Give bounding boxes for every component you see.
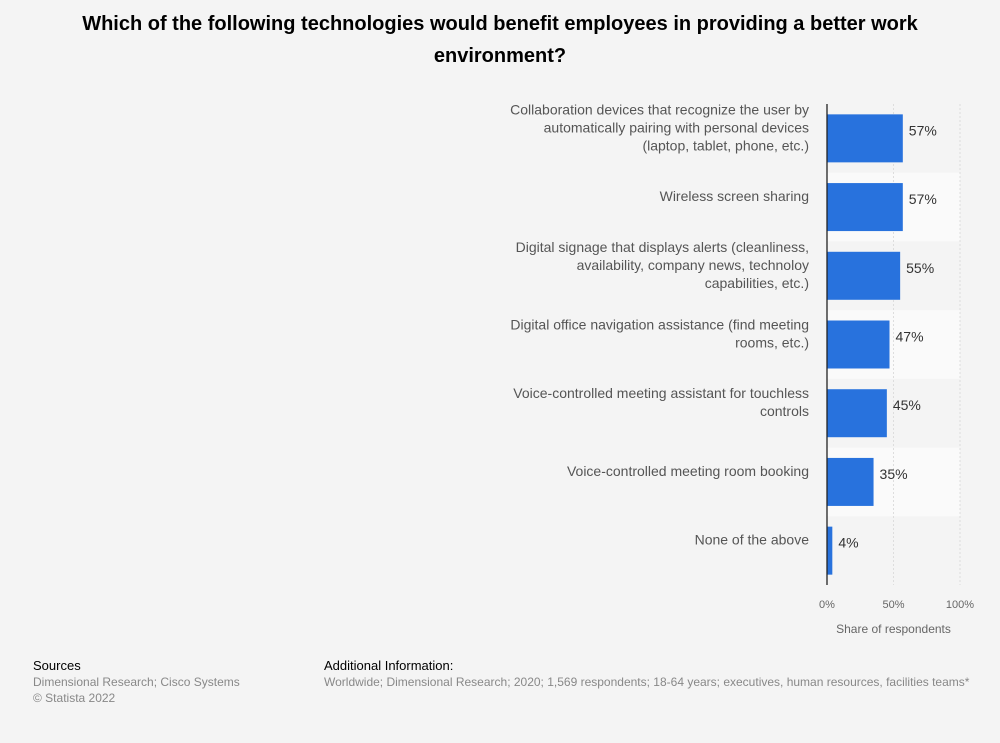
category-label: Wireless screen sharing [660,188,809,204]
additional-info-heading: Additional Information: [324,658,454,673]
category-label: Collaboration devices that recognize the… [510,101,809,153]
category-label-line: Voice-controlled meeting assistant for t… [513,385,809,401]
category-label: Digital office navigation assistance (fi… [510,317,809,351]
category-label-line: automatically pairing with personal devi… [544,119,809,135]
category-label: Voice-controlled meeting assistant for t… [513,385,809,419]
category-label-line: capabilities, etc.) [705,275,809,291]
value-label: 55% [906,260,934,276]
category-label: Digital signage that displays alerts (cl… [516,239,809,291]
bar [827,320,890,369]
bar [827,457,874,506]
bar [827,114,903,163]
category-label: None of the above [695,532,810,548]
x-axis-title: Share of respondents [836,622,951,636]
value-label: 35% [880,466,908,482]
category-label-line: Wireless screen sharing [660,188,809,204]
additional-info-block: Additional Information: Worldwide; Dimen… [324,658,969,690]
sources-block: Sources Dimensional Research; Cisco Syst… [33,658,240,706]
bar [827,251,901,300]
category-label-line: controls [760,403,809,419]
value-label: 45% [893,397,921,413]
bar [827,183,903,232]
category-label-line: Digital signage that displays alerts (cl… [516,239,809,255]
category-label-line: Collaboration devices that recognize the… [510,101,809,117]
category-label-line: Digital office navigation assistance (fi… [510,317,809,333]
category-label-line: rooms, etc.) [735,335,809,351]
value-label: 57% [909,191,937,207]
category-label-line: None of the above [695,532,810,548]
category-label-line: (laptop, tablet, phone, etc.) [642,137,809,153]
additional-info-text: Worldwide; Dimensional Research; 2020; 1… [324,675,970,689]
tick-label: 100% [946,599,974,611]
chart-title: Which of the following technologies woul… [82,13,918,67]
copyright-line: © Statista 2022 [33,691,116,705]
value-label: 57% [909,122,937,138]
bar [827,526,833,575]
tick-label: 50% [882,599,904,611]
tick-label: 0% [819,599,835,611]
bar-chart: 57% Collaboration devices that recognize … [510,101,974,636]
sources-line: Dimensional Research; Cisco Systems [33,675,240,689]
value-label: 47% [896,329,924,345]
value-label: 4% [838,535,858,551]
category-label-line: availability, company news, technoloy [577,257,809,273]
bar [827,389,887,438]
category-label: Voice-controlled meeting room booking [567,463,809,479]
category-label-line: Voice-controlled meeting room booking [567,463,809,479]
sources-heading: Sources [33,658,81,673]
